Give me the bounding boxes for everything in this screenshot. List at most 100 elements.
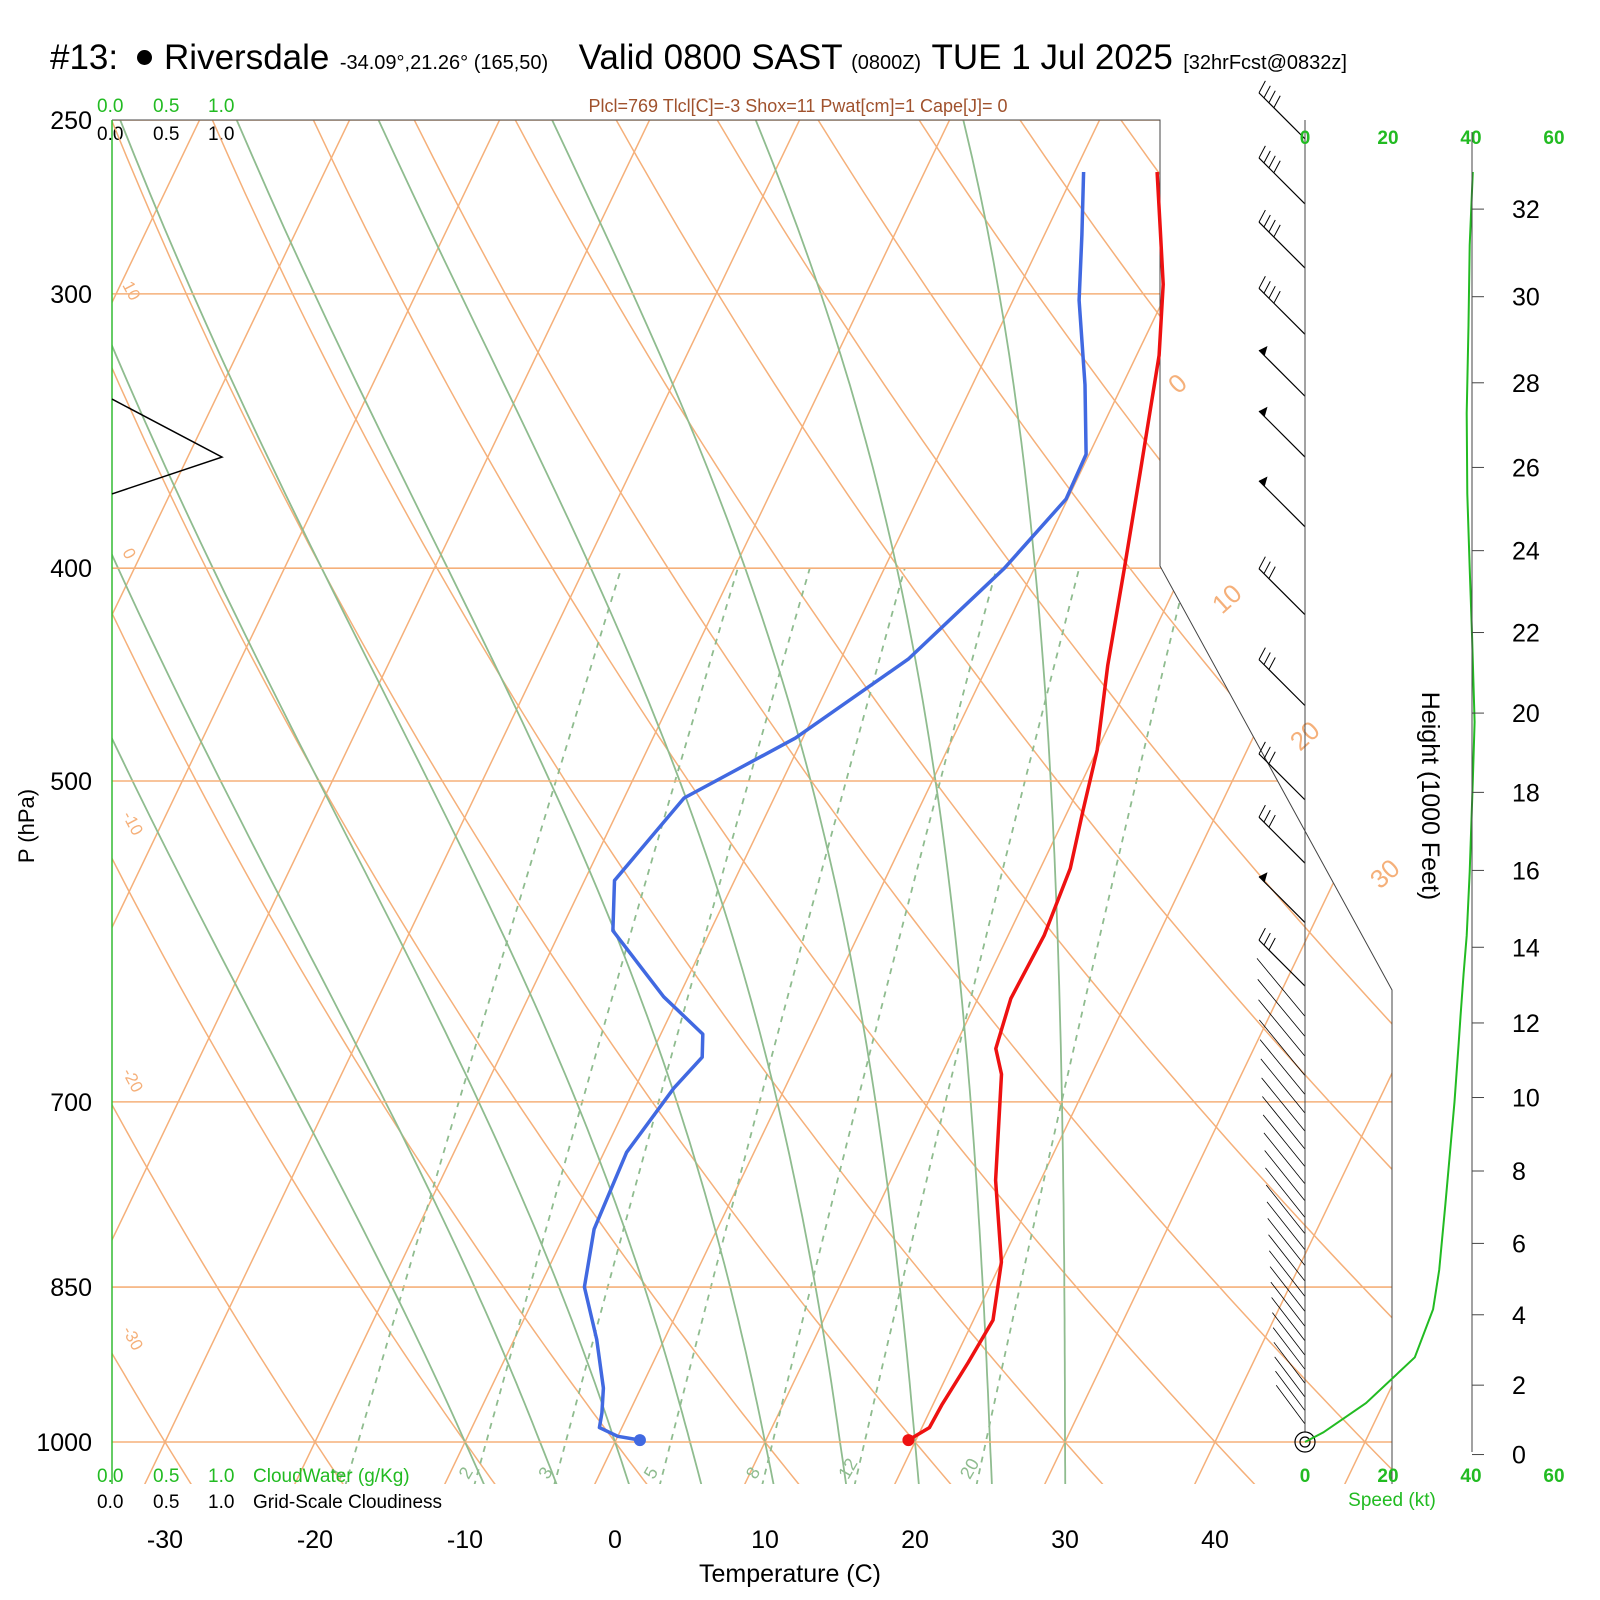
barb-flag bbox=[1268, 285, 1276, 299]
dry-adiabat--20 bbox=[112, 120, 377, 1484]
temperature-tick: 20 bbox=[901, 1526, 929, 1554]
isotherm-0 bbox=[570, 120, 1269, 1484]
speed-tick-top: 20 bbox=[1377, 128, 1398, 149]
low-barb bbox=[1262, 1096, 1306, 1150]
mixing-ratio-8 bbox=[749, 567, 998, 1484]
barb-flag bbox=[1258, 741, 1266, 755]
mixing-ratio-2 bbox=[460, 567, 739, 1484]
barb-flag bbox=[1263, 932, 1271, 946]
pressure-tick: 500 bbox=[50, 768, 92, 796]
barb-flag bbox=[1258, 556, 1266, 569]
isotherm-label: -10 bbox=[118, 808, 146, 839]
pressure-tick: 1000 bbox=[36, 1429, 92, 1457]
low-barb bbox=[1266, 1201, 1306, 1251]
chart-header: #13: Riversdale -34.09°,21.26° (165,50) … bbox=[50, 38, 1590, 88]
speed-tick-top: 60 bbox=[1543, 128, 1564, 149]
top-cloudiness-tick: 0.0 bbox=[97, 124, 123, 145]
station-coords: -34.09°,21.26° (165,50) bbox=[339, 52, 549, 74]
barb-flag bbox=[1268, 566, 1276, 579]
low-barb bbox=[1265, 1184, 1306, 1235]
top-cloudwater-tick: 1.0 bbox=[208, 96, 234, 117]
low-barb bbox=[1261, 1077, 1306, 1132]
barb-flag bbox=[1273, 160, 1281, 174]
speed-axis-top-ticks: 0 20 40 60 bbox=[1300, 128, 1565, 149]
dry-adiabat-40 bbox=[294, 120, 1302, 1484]
moist-adiabat-25 bbox=[738, 120, 995, 1484]
dry-adiabat-label: 10 bbox=[1206, 578, 1248, 620]
barb-shaft bbox=[1258, 568, 1306, 616]
low-barb bbox=[1267, 1218, 1306, 1266]
low-barb bbox=[1272, 1327, 1306, 1370]
low-barb bbox=[1268, 1234, 1306, 1282]
isotherm-label: 0 bbox=[118, 545, 139, 562]
barb-flag bbox=[1263, 150, 1271, 164]
barb-flag bbox=[1273, 95, 1281, 108]
barb-pennant bbox=[1259, 346, 1268, 356]
barb-shaft bbox=[1258, 480, 1306, 528]
station-name: Riversdale bbox=[164, 38, 330, 77]
barb-flag bbox=[1263, 561, 1271, 574]
barb-flag bbox=[1263, 281, 1271, 294]
top-cloudwater-tick: 0.5 bbox=[153, 96, 179, 117]
barb-flag bbox=[1268, 219, 1276, 233]
height-tick: 2 bbox=[1512, 1372, 1526, 1400]
barb-flag bbox=[1258, 80, 1266, 94]
barb-shaft bbox=[1258, 816, 1306, 864]
dry-adiabat-20 bbox=[112, 120, 994, 1484]
barb-shaft bbox=[1258, 221, 1306, 269]
low-barb bbox=[1262, 1114, 1306, 1167]
height-tick: 32 bbox=[1512, 196, 1540, 224]
speed-tick-bottom: 0 bbox=[1300, 1466, 1311, 1487]
low-barb bbox=[1259, 1039, 1306, 1095]
isotherm--10 bbox=[420, 120, 1119, 1484]
mixing-ratio-20 bbox=[965, 567, 1189, 1484]
barb-pennant bbox=[1259, 406, 1268, 417]
cloudiness-profile bbox=[111, 398, 224, 495]
indices-line: Plcl=769 Tlcl[C]=-3 Shox=11 Pwat[cm]=1 C… bbox=[588, 96, 1007, 116]
isotherm-50 bbox=[1320, 120, 1392, 1484]
top-cloudiness-scale: 0.0 0.5 1.0 bbox=[97, 124, 234, 145]
bottom-cloudiness-tick: 0.0 bbox=[97, 1492, 123, 1513]
height-tick: 26 bbox=[1512, 454, 1540, 482]
forecast-info: [32hrFcst@0832z] bbox=[1183, 52, 1347, 74]
low-barb bbox=[1275, 1385, 1306, 1425]
plot-outline bbox=[112, 119, 1393, 1484]
low-barb bbox=[1260, 1058, 1306, 1114]
mixing-ratio-labels: 1 2 3 5 8 12 20 bbox=[326, 1455, 983, 1482]
dry-adiabat-70 bbox=[594, 120, 1392, 1484]
moist-adiabat-15 bbox=[360, 120, 854, 1484]
isotherm--50 bbox=[112, 120, 519, 1484]
moist-adiabat-10 bbox=[219, 120, 784, 1484]
surface-temperature-marker bbox=[902, 1434, 915, 1447]
mixing-ratio-5 bbox=[646, 567, 906, 1484]
barb-flag bbox=[1268, 657, 1276, 670]
barb-flag bbox=[1263, 652, 1271, 665]
low-barb bbox=[1263, 1132, 1306, 1185]
height-tick: 24 bbox=[1512, 538, 1540, 566]
barb-flag bbox=[1263, 85, 1271, 99]
bottom-cloudwater-tick: 1.0 bbox=[208, 1466, 234, 1487]
top-cloudiness-tick: 0.5 bbox=[153, 124, 179, 145]
barb-shaft bbox=[1258, 157, 1306, 205]
calm-wind-circle-icon bbox=[1294, 1431, 1316, 1453]
dry-adiabats bbox=[112, 120, 1392, 1484]
isotherm-label: -30 bbox=[118, 1323, 146, 1354]
barb-flag bbox=[1268, 937, 1276, 951]
surface-dewpoint-marker bbox=[633, 1434, 646, 1447]
barb-flag bbox=[1258, 145, 1266, 159]
barb-pennant bbox=[1259, 872, 1268, 883]
height-tick: 20 bbox=[1512, 700, 1540, 728]
barb-flag bbox=[1268, 751, 1276, 765]
dry-adiabat--30 bbox=[112, 120, 223, 1484]
low-barb bbox=[1275, 1370, 1306, 1411]
dewpoint-line bbox=[582, 171, 1088, 1442]
x-axis-label: Temperature (C) bbox=[699, 1560, 881, 1588]
valid-time: Valid 0800 SAST bbox=[578, 38, 843, 77]
dry-adiabat-80 bbox=[693, 120, 1392, 1484]
bottom-scales: 0.0 0.5 1.0 CloudWater (g/Kg) 0.0 0.5 1.0 Grid-… bbox=[97, 1466, 442, 1513]
low-barb bbox=[1265, 1167, 1306, 1218]
height-tick: 22 bbox=[1512, 620, 1540, 648]
barb-flag bbox=[1273, 224, 1281, 238]
mixing-ratio-12 bbox=[842, 567, 1081, 1484]
y-axis-label: P (hPa) bbox=[14, 789, 39, 863]
